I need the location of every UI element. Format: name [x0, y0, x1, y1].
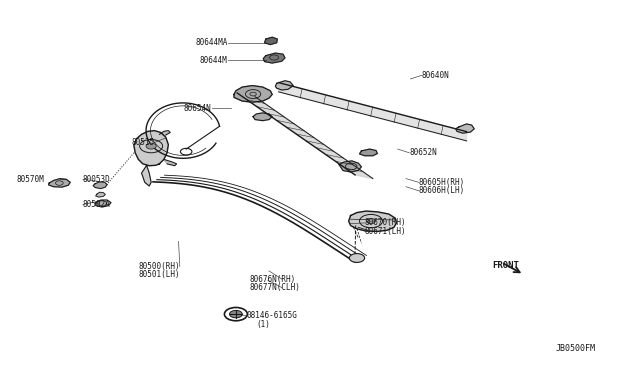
Text: 80500(RH): 80500(RH) [138, 262, 180, 271]
Polygon shape [264, 37, 277, 45]
Text: (1): (1) [256, 320, 270, 329]
Text: 80605H(RH): 80605H(RH) [419, 178, 465, 187]
Polygon shape [141, 165, 151, 186]
Polygon shape [234, 86, 272, 102]
Text: FRONT: FRONT [492, 261, 519, 270]
Polygon shape [49, 179, 70, 187]
Text: 80053D: 80053D [83, 175, 111, 184]
Text: 80502A: 80502A [83, 200, 111, 209]
Polygon shape [349, 211, 396, 231]
Text: 80676N(RH): 80676N(RH) [250, 275, 296, 283]
Text: 80670(RH): 80670(RH) [365, 218, 406, 227]
Circle shape [349, 254, 365, 262]
Text: 80570M: 80570M [17, 175, 45, 184]
Text: JB0500FM: JB0500FM [556, 344, 596, 353]
Text: 80652N: 80652N [409, 148, 437, 157]
Polygon shape [164, 160, 177, 166]
Polygon shape [275, 81, 293, 90]
Text: 80501(LH): 80501(LH) [138, 270, 180, 279]
Polygon shape [96, 192, 105, 197]
Text: 80671(LH): 80671(LH) [365, 227, 406, 235]
Text: 80640N: 80640N [422, 71, 450, 80]
Circle shape [250, 92, 256, 96]
Polygon shape [339, 161, 362, 172]
Circle shape [230, 310, 243, 318]
Circle shape [367, 218, 376, 224]
Text: 80644MA: 80644MA [195, 38, 228, 47]
Text: 08146-6165G: 08146-6165G [246, 311, 298, 320]
Polygon shape [253, 113, 272, 121]
Polygon shape [278, 83, 467, 141]
Polygon shape [237, 93, 373, 179]
Polygon shape [93, 182, 107, 189]
Text: 80654N: 80654N [184, 104, 212, 113]
Polygon shape [263, 53, 285, 63]
Polygon shape [159, 131, 170, 135]
Polygon shape [360, 149, 378, 156]
Polygon shape [134, 131, 168, 166]
Text: 80515: 80515 [131, 138, 154, 147]
Circle shape [146, 143, 156, 149]
Polygon shape [456, 124, 474, 133]
Text: 80606H(LH): 80606H(LH) [419, 186, 465, 195]
Text: 80677N(CLH): 80677N(CLH) [250, 283, 301, 292]
Text: 80644M: 80644M [200, 56, 228, 65]
Polygon shape [96, 200, 111, 207]
